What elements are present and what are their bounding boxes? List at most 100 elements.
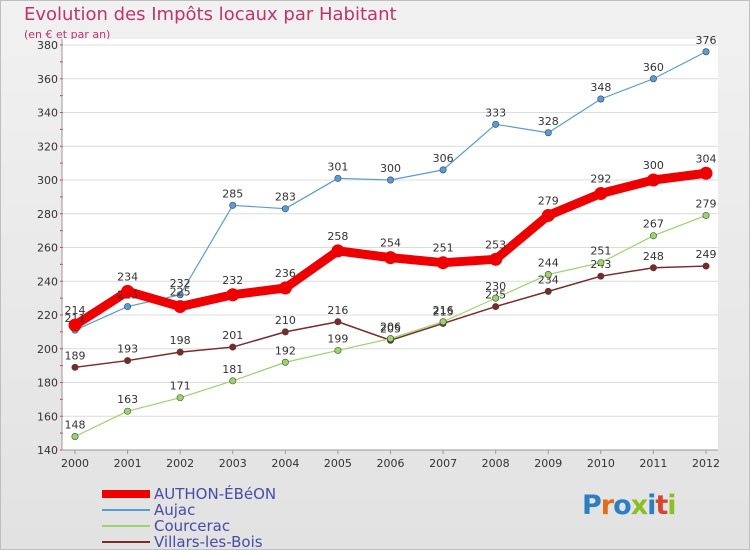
data-point — [229, 343, 237, 351]
data-point — [334, 318, 342, 326]
chart-subtitle: (en € et par an) — [24, 28, 111, 41]
y-tick-label: 160 — [37, 410, 58, 423]
data-point — [492, 294, 500, 302]
y-tick-label: 360 — [37, 73, 58, 86]
legend-label: AUTHON-ÉBéON — [154, 484, 276, 503]
data-label: 192 — [275, 344, 296, 357]
data-point — [489, 252, 503, 266]
data-point — [541, 208, 555, 222]
data-label: 328 — [538, 115, 559, 128]
logo-letter: i — [647, 490, 656, 521]
data-point — [386, 335, 394, 343]
data-point — [334, 174, 342, 182]
y-tick-label: 180 — [37, 377, 58, 390]
data-label: 225 — [170, 286, 191, 299]
data-point — [281, 328, 289, 336]
data-label: 333 — [485, 106, 506, 119]
y-tick-label: 220 — [37, 309, 58, 322]
x-tick-label: 2003 — [219, 457, 247, 470]
data-point — [649, 232, 657, 240]
series-layer: 1891931982012102162052152252342432482491… — [65, 34, 717, 440]
data-point — [597, 272, 605, 280]
data-point — [436, 256, 450, 270]
data-point — [597, 259, 605, 267]
data-label: 148 — [65, 419, 86, 432]
data-label: 214 — [65, 304, 86, 317]
plot-area — [62, 39, 718, 450]
x-tick-label: 2011 — [639, 457, 667, 470]
axes: 140 160 180 200 220 240 260 280 300 320 340 360 380 2… — [37, 39, 720, 470]
data-label: 300 — [380, 162, 401, 175]
data-label: 163 — [117, 393, 138, 406]
data-point — [439, 166, 447, 174]
data-point — [226, 288, 240, 302]
data-point — [124, 303, 132, 311]
data-point — [544, 270, 552, 278]
data-point — [544, 287, 552, 295]
data-label: 249 — [696, 248, 717, 261]
logo-letter: i — [667, 490, 676, 521]
data-label: 198 — [170, 334, 191, 347]
data-label: 234 — [538, 273, 559, 286]
data-label: 232 — [222, 274, 243, 287]
data-point — [71, 363, 79, 371]
data-point — [176, 348, 184, 356]
data-label: 292 — [590, 173, 611, 186]
logo-letter: P — [582, 490, 602, 521]
logo-letter: t — [655, 490, 668, 521]
y-tick-label: 200 — [37, 343, 58, 356]
legend-label: Aujac — [154, 501, 195, 519]
data-point — [594, 187, 608, 200]
data-point — [68, 318, 82, 332]
proxiti-logo: Proxiti — [582, 490, 677, 521]
y-tick-label: 140 — [37, 444, 58, 457]
x-tick-label: 2005 — [324, 457, 352, 470]
y-tick-label: 280 — [37, 208, 58, 221]
data-point — [229, 201, 237, 209]
data-point — [646, 173, 660, 187]
data-point — [331, 244, 345, 258]
legend-label: Courcerac — [154, 517, 230, 535]
data-point — [334, 346, 342, 354]
x-tick-label: 2010 — [587, 457, 615, 470]
data-point — [702, 48, 710, 56]
logo-letter: r — [600, 490, 614, 521]
data-label: 300 — [643, 159, 664, 172]
data-label: 206 — [380, 321, 401, 334]
x-tick-label: 2006 — [377, 457, 405, 470]
data-point — [702, 211, 710, 219]
data-label: 171 — [170, 380, 191, 393]
data-point — [699, 166, 713, 180]
data-point — [544, 129, 552, 137]
data-label: 199 — [327, 332, 348, 345]
data-label: 285 — [222, 187, 243, 200]
data-label: 201 — [222, 329, 243, 342]
x-tick-label: 2002 — [166, 457, 194, 470]
data-label: 189 — [65, 349, 86, 362]
data-point — [229, 377, 237, 385]
data-label: 258 — [327, 230, 348, 243]
data-point — [281, 205, 289, 213]
data-label: 234 — [117, 270, 138, 283]
x-tick-label: 2004 — [271, 457, 299, 470]
data-point — [124, 357, 132, 365]
data-point — [121, 284, 135, 298]
y-tick-label: 380 — [37, 39, 58, 52]
data-label: 193 — [117, 343, 138, 356]
data-label: 244 — [538, 257, 559, 270]
data-point — [124, 407, 132, 415]
x-tick-label: 2001 — [114, 457, 142, 470]
data-label: 251 — [590, 245, 611, 258]
x-tick-label: 2012 — [692, 457, 720, 470]
legend: AUTHON-ÉBéONAujacCourceracVillars-les-Bo… — [102, 484, 276, 550]
x-tick-label: 2000 — [61, 457, 89, 470]
data-label: 267 — [643, 218, 664, 231]
x-tick-label: 2008 — [482, 457, 510, 470]
data-label: 279 — [538, 194, 559, 207]
data-label: 283 — [275, 191, 296, 204]
logo-letter: o — [613, 490, 632, 521]
data-label: 216 — [327, 304, 348, 317]
data-label: 279 — [696, 197, 717, 210]
data-label: 210 — [275, 314, 296, 327]
